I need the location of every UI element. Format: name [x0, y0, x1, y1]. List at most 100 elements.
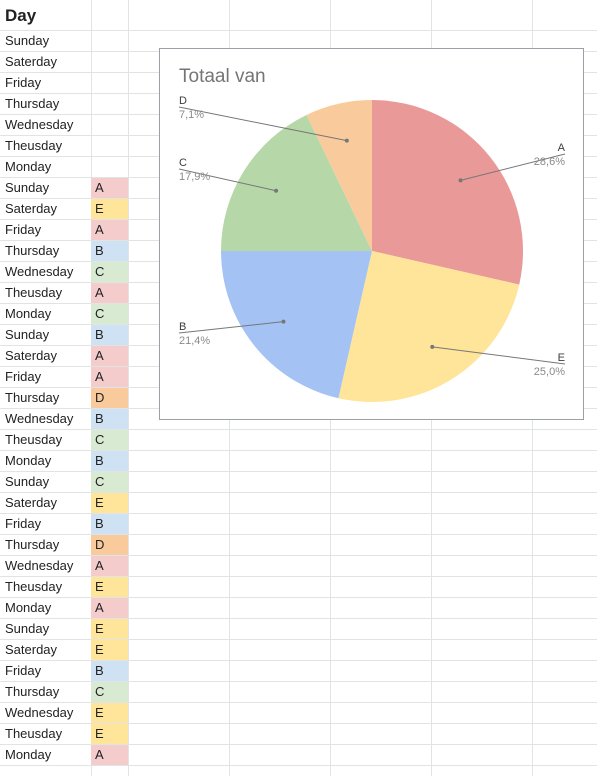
- day-cell[interactable]: Saterday: [5, 642, 58, 657]
- day-cell[interactable]: Wednesday: [5, 264, 74, 279]
- row-divider: [0, 660, 597, 661]
- category-cell[interactable]: A: [91, 556, 128, 576]
- category-cell[interactable]: B: [91, 661, 128, 681]
- day-cell[interactable]: Friday: [5, 369, 42, 384]
- day-cell[interactable]: Theusday: [5, 138, 63, 153]
- day-cell[interactable]: Thursday: [5, 96, 60, 111]
- category-cell[interactable]: B: [91, 451, 128, 471]
- category-cell[interactable]: B: [91, 409, 128, 429]
- category-cell[interactable]: E: [91, 493, 128, 513]
- day-cell[interactable]: Saterday: [5, 201, 58, 216]
- category-cell[interactable]: E: [91, 640, 128, 660]
- day-cell[interactable]: Wednesday: [5, 558, 74, 573]
- category-cell[interactable]: E: [91, 577, 128, 597]
- slice-label-a: A: [558, 142, 566, 154]
- day-cell[interactable]: Theusday: [5, 726, 63, 741]
- row-divider: [0, 513, 597, 514]
- category-cell[interactable]: E: [91, 619, 128, 639]
- category-cell[interactable]: C: [91, 304, 128, 324]
- day-cell[interactable]: Monday: [5, 159, 52, 174]
- row-divider: [0, 492, 597, 493]
- pie-slice-b[interactable]: [221, 251, 372, 399]
- day-cell[interactable]: Theusday: [5, 285, 63, 300]
- category-cell[interactable]: E: [91, 703, 128, 723]
- pie-slice-d[interactable]: [306, 100, 372, 251]
- category-cell[interactable]: [91, 73, 128, 93]
- row-divider: [0, 471, 597, 472]
- category-cell[interactable]: [91, 157, 128, 177]
- leader-dot-b: [281, 319, 286, 324]
- category-cell[interactable]: B: [91, 325, 128, 345]
- category-cell[interactable]: C: [91, 472, 128, 492]
- day-cell[interactable]: Thursday: [5, 390, 60, 405]
- day-cell[interactable]: Sunday: [5, 474, 50, 489]
- pie-slice-e[interactable]: [338, 251, 520, 402]
- leader-line-c: [178, 168, 277, 192]
- row-divider: [0, 723, 597, 724]
- day-cell[interactable]: Theusday: [5, 579, 63, 594]
- day-cell[interactable]: Monday: [5, 600, 52, 615]
- day-cell[interactable]: Monday: [5, 306, 52, 321]
- chart-title: Totaal van: [179, 66, 266, 87]
- leader-dot-a: [458, 178, 463, 183]
- row-divider: [0, 639, 597, 640]
- day-cell[interactable]: Saterday: [5, 495, 58, 510]
- day-cell[interactable]: Monday: [5, 747, 52, 762]
- slice-label-b: B: [179, 321, 186, 333]
- row-divider: [0, 429, 597, 430]
- pie-slice-a[interactable]: [372, 100, 523, 285]
- day-cell[interactable]: Monday: [5, 453, 52, 468]
- category-cell[interactable]: C: [91, 682, 128, 702]
- row-divider: [0, 765, 597, 766]
- category-cell[interactable]: A: [91, 178, 128, 198]
- day-cell[interactable]: Wednesday: [5, 117, 74, 132]
- day-cell[interactable]: Friday: [5, 75, 42, 90]
- day-cell[interactable]: Sunday: [5, 180, 50, 195]
- column-divider: [128, 0, 129, 776]
- day-cell[interactable]: Thursday: [5, 243, 60, 258]
- day-cell[interactable]: Sunday: [5, 33, 50, 48]
- day-cell[interactable]: Thursday: [5, 537, 60, 552]
- category-cell[interactable]: A: [91, 283, 128, 303]
- category-cell[interactable]: [91, 136, 128, 156]
- column-header-day[interactable]: Day: [5, 6, 37, 25]
- category-cell[interactable]: C: [91, 262, 128, 282]
- day-cell[interactable]: Friday: [5, 516, 42, 531]
- pie-slice-c[interactable]: [221, 114, 372, 251]
- category-cell[interactable]: E: [91, 199, 128, 219]
- category-cell[interactable]: A: [91, 367, 128, 387]
- pie-chart-svg: A 28,6% E 25,0% B 21,4% C 17,9% D 7,1%: [178, 95, 566, 402]
- category-cell[interactable]: D: [91, 535, 128, 555]
- day-cell[interactable]: Wednesday: [5, 411, 74, 426]
- category-cell[interactable]: C: [91, 430, 128, 450]
- day-cell[interactable]: Saterday: [5, 348, 58, 363]
- category-cell[interactable]: [91, 52, 128, 72]
- category-cell[interactable]: A: [91, 598, 128, 618]
- category-cell[interactable]: [91, 94, 128, 114]
- leader-dot-e: [430, 344, 435, 349]
- day-cell[interactable]: Sunday: [5, 621, 50, 636]
- category-cell[interactable]: A: [91, 745, 128, 765]
- day-cell[interactable]: Thursday: [5, 684, 60, 699]
- row-divider: [0, 744, 597, 745]
- category-cell[interactable]: D: [91, 388, 128, 408]
- slice-percent-b: 21,4%: [179, 335, 210, 347]
- category-cell[interactable]: [91, 31, 128, 51]
- category-cell[interactable]: B: [91, 514, 128, 534]
- row-divider: [0, 450, 597, 451]
- row-divider: [0, 702, 597, 703]
- day-cell[interactable]: Friday: [5, 663, 42, 678]
- slice-percent-e: 25,0%: [534, 366, 565, 378]
- category-cell[interactable]: [91, 115, 128, 135]
- day-cell[interactable]: Wednesday: [5, 705, 74, 720]
- category-cell[interactable]: E: [91, 724, 128, 744]
- slice-label-c: C: [179, 157, 187, 169]
- day-cell[interactable]: Theusday: [5, 432, 63, 447]
- day-cell[interactable]: Saterday: [5, 54, 58, 69]
- category-cell[interactable]: A: [91, 346, 128, 366]
- pie-chart[interactable]: Totaal van A 28,6% E 25,0% B 21,4% C 17,9% D 7,1%: [159, 48, 584, 420]
- day-cell[interactable]: Sunday: [5, 327, 50, 342]
- category-cell[interactable]: B: [91, 241, 128, 261]
- day-cell[interactable]: Friday: [5, 222, 42, 237]
- category-cell[interactable]: A: [91, 220, 128, 240]
